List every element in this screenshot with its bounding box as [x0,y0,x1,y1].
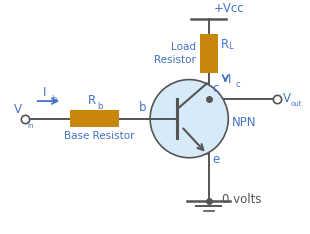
Text: Load
Resistor: Load Resistor [154,42,196,65]
Text: V: V [14,103,22,116]
Text: +Vcc: +Vcc [214,2,244,15]
Text: c: c [235,80,240,89]
Text: b: b [98,102,103,111]
Text: NPN: NPN [232,116,257,129]
Text: I: I [43,86,46,99]
Bar [70,110,119,128]
Text: Base Resistor: Base Resistor [64,131,135,141]
Text: I: I [228,73,232,86]
Text: R: R [220,37,228,51]
Circle shape [150,80,228,158]
Text: V: V [283,92,291,105]
Text: c: c [213,82,219,95]
Text: R: R [87,94,95,107]
Text: in: in [27,123,33,128]
Text: b: b [139,101,146,114]
Text: b: b [52,95,57,104]
Text: e: e [213,153,220,166]
Bar [200,34,218,73]
Text: out: out [291,101,302,107]
Text: L: L [228,42,233,51]
Text: 0 volts: 0 volts [223,193,262,206]
